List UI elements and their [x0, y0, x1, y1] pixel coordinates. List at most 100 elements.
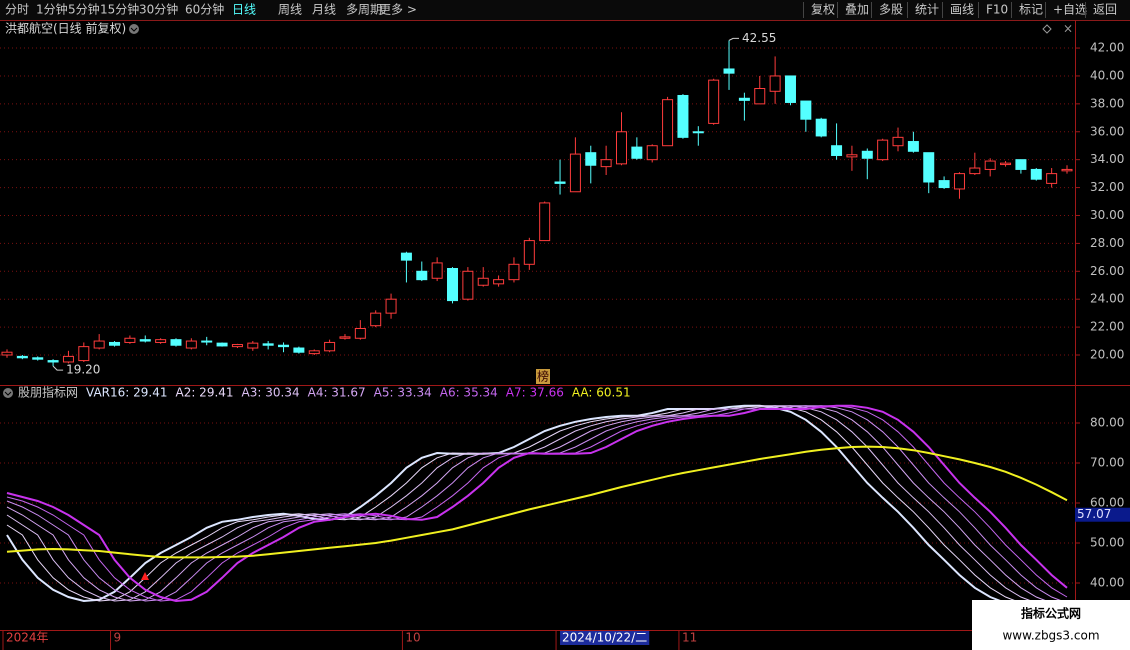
menu-icon-arrow — [130, 27, 138, 32]
candle-body — [1046, 173, 1058, 184]
candle-body — [431, 262, 443, 279]
candle-body — [554, 181, 566, 184]
candle-body — [846, 154, 858, 158]
y-tick-label: 70.00 — [1090, 456, 1124, 470]
toolbar-button[interactable]: 叠加 — [845, 3, 869, 17]
watermark-title: 指标公式网 — [1021, 606, 1081, 621]
y-tick-label: 20.00 — [1090, 348, 1124, 362]
toolbar-button[interactable]: F10 — [986, 3, 1008, 17]
toolbar-button[interactable]: 统计 — [915, 3, 939, 17]
candle-body — [800, 100, 812, 120]
candle-body — [1030, 168, 1042, 180]
toolbar-item[interactable]: 多周期 — [346, 3, 382, 17]
toolbar-button[interactable]: 复权 — [811, 3, 835, 17]
close-icon[interactable]: × — [1063, 22, 1073, 36]
candle-body — [32, 357, 44, 360]
candle-body — [400, 252, 412, 261]
badge: 榜 — [537, 369, 549, 384]
toolbar-button[interactable]: 返回 — [1093, 3, 1117, 17]
candle-body — [109, 341, 121, 346]
last-value-box — [1075, 507, 1130, 522]
toolbar-button[interactable]: 标记 — [1019, 3, 1043, 17]
candle-body — [293, 347, 305, 353]
candle-body — [646, 145, 658, 161]
candle-body — [953, 173, 965, 190]
indicator-line — [6, 404, 1068, 629]
candle-body — [47, 360, 59, 363]
toolbar-item[interactable]: 分时 — [5, 3, 29, 17]
y-tick-label: 24.00 — [1090, 292, 1124, 306]
candle-body — [201, 340, 213, 343]
candle-body — [1000, 162, 1012, 166]
chart-title: 洪都航空(日线 前复权) — [5, 21, 126, 36]
candle-body — [477, 277, 489, 286]
indicator-line — [6, 445, 1068, 559]
toolbar-button[interactable]: 多股 — [879, 3, 903, 17]
candle-body — [416, 270, 428, 281]
cursor-date: 2024/10/22/二 — [562, 631, 647, 645]
candle-body — [1015, 159, 1027, 170]
candle-body — [907, 141, 919, 152]
candle-body — [185, 340, 197, 349]
diamond-icon[interactable] — [1042, 24, 1052, 34]
candle-body — [631, 146, 643, 159]
candle-body — [354, 327, 366, 339]
toolbar-button[interactable]: 画线 — [950, 3, 974, 17]
legend-entry: A3: 30.34 — [242, 386, 300, 400]
toolbar-item[interactable]: 更多 > — [379, 3, 417, 17]
watermark-url: www.zbgs3.com — [1002, 629, 1099, 643]
cursor-date-box — [560, 631, 650, 645]
indicator-line — [6, 405, 1068, 623]
toolbar-item[interactable]: 1分钟 — [36, 2, 68, 17]
toolbar-item[interactable]: 周线 — [278, 3, 302, 17]
candle-body — [1, 351, 13, 356]
candle-body — [523, 240, 535, 265]
legend-entry: A5: 33.34 — [374, 386, 432, 400]
candle-body — [677, 94, 689, 138]
candle-body — [769, 75, 781, 92]
indicator-title: 股朋指标网 — [18, 385, 78, 400]
candle-body — [155, 339, 167, 343]
candle-body — [861, 150, 873, 159]
watermark-box — [972, 600, 1130, 650]
candle-body — [62, 355, 74, 363]
y-tick-label: 34.00 — [1090, 152, 1124, 166]
toolbar-item[interactable]: 月线 — [312, 3, 336, 17]
toolbar-item[interactable]: 30分钟 — [139, 2, 178, 17]
candle-body — [815, 118, 827, 137]
candle-body — [308, 350, 320, 355]
y-tick-label: 50.00 — [1090, 536, 1124, 550]
legend-entry: A4: 31.67 — [308, 386, 366, 400]
menu-icon[interactable] — [129, 24, 139, 34]
candle-body — [278, 344, 290, 348]
y-tick-label: 32.00 — [1090, 180, 1124, 194]
signal-arrow — [141, 572, 149, 580]
toolbar-button[interactable]: +自选 — [1053, 3, 1087, 17]
indicator-line — [6, 404, 1068, 603]
legend-entry: AA: 60.51 — [572, 386, 631, 400]
y-tick-label: 80.00 — [1090, 416, 1124, 430]
indicator-menu-arrow — [4, 391, 12, 396]
candle-body — [831, 145, 843, 156]
last-value-label: 57.07 — [1077, 507, 1111, 521]
candle-body — [170, 339, 182, 346]
toolbar-item[interactable]: 5分钟 — [68, 2, 100, 17]
candle-body — [892, 136, 904, 147]
toolbar-item[interactable]: 15分钟 — [100, 2, 139, 17]
candle-body — [216, 342, 228, 347]
candle-body — [692, 131, 704, 134]
candle-body — [969, 167, 981, 175]
indicator-menu-icon[interactable] — [3, 388, 13, 398]
x-tick-label: 11 — [682, 631, 697, 645]
y-tick-label: 36.00 — [1090, 124, 1124, 138]
y-tick-label: 60.00 — [1090, 496, 1124, 510]
candle-body — [370, 312, 382, 327]
toolbar-item[interactable]: 日线 — [232, 3, 256, 17]
y-tick-label: 42.00 — [1090, 41, 1124, 55]
candle-body — [662, 99, 674, 147]
toolbar-item[interactable]: 60分钟 — [185, 2, 224, 17]
candle-body — [93, 340, 105, 349]
candle-body — [877, 139, 889, 161]
